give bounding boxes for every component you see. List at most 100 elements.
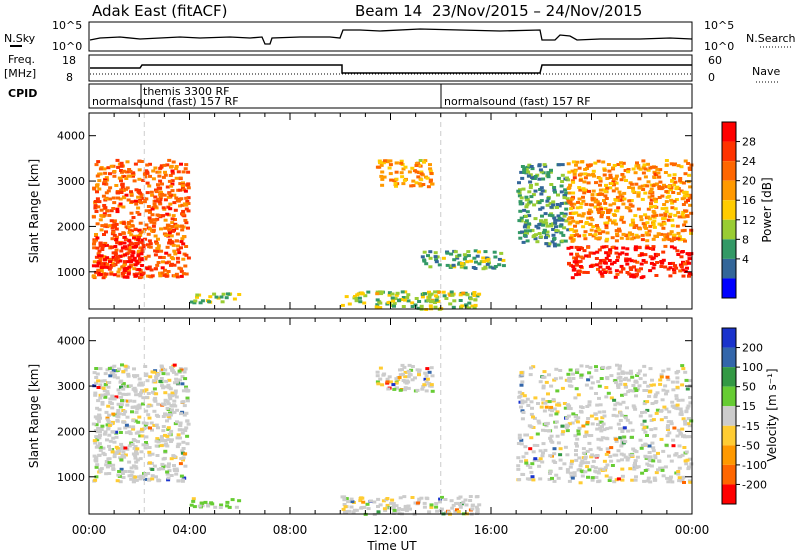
scatter-cell [629,268,634,271]
scatter-cell [522,234,527,237]
scatter-cell [540,460,545,464]
scatter-cell [587,403,592,407]
scatter-cell [547,213,552,217]
scatter-cell [124,423,129,427]
scatter-cell [608,426,613,430]
scatter-cell [376,497,381,501]
scatter-cell [661,226,666,230]
scatter-cell [114,395,119,399]
scatter-cell [577,456,582,460]
scatter-cell [561,233,566,237]
scatter-cell [429,384,434,388]
scatter-cell [550,240,555,244]
scatter-cell [154,188,158,192]
scatter-cell [649,383,653,387]
scatter-cell [681,210,686,214]
scatter-cell [219,503,224,507]
scatter-cell [135,210,140,214]
scatter-cell [171,257,175,261]
scatter-cell [192,301,197,305]
scatter-cell [148,162,152,166]
scatter-cell [429,178,433,182]
scatter-cell [595,250,600,254]
scatter-cell [624,252,629,256]
scatter-cell [94,367,99,370]
scatter-cell [551,398,556,402]
scatter-cell [137,188,141,192]
scatter-cell [146,472,151,475]
scatter-cell [664,407,669,411]
scatter-cell [165,434,170,438]
scatter-cell [96,399,101,403]
scatter-cell [675,249,680,253]
scatter-cell [165,212,170,216]
scatter-cell [93,200,98,203]
scatter-cell [146,205,151,208]
scatter-cell [519,216,524,220]
scatter-cell [131,464,136,468]
scatter-cell [625,247,630,251]
scatter-cell [604,226,609,230]
scatter-cell [560,424,565,428]
scatter-cell [647,444,652,448]
scatter-cell [129,477,134,481]
scatter-cell [102,213,107,217]
scatter-cell [686,180,691,184]
scatter-cell [406,299,411,303]
scatter-cell [391,504,396,508]
scatter-cell [553,221,558,225]
scatter-cell [184,426,189,430]
scatter-cell [115,210,120,214]
scatter-cell [641,159,646,163]
scatter-cell [561,218,566,222]
scatter-cell [525,165,530,169]
x-axis-label: Time UT [366,539,417,553]
scatter-cell [613,275,618,279]
scatter-cell [472,294,477,297]
scatter-cell [524,205,529,209]
scatter-cell [118,241,123,245]
scatter-cell [133,454,138,457]
scatter-cell [688,185,693,189]
scatter-cell [121,231,126,235]
scatter-cell [525,203,530,207]
scatter-cell [124,237,129,241]
scatter-cell [636,372,641,375]
scatter-cell [671,235,676,239]
scatter-cell [681,367,686,371]
scatter-cell [417,182,422,186]
scatter-cell [598,426,603,430]
scatter-cell [180,203,185,207]
scatter-cell [520,409,525,413]
scatter-cell [591,169,596,173]
cpid-segment-2: themis 3300 RF [143,85,230,98]
scatter-cell [153,166,158,170]
scatter-cell [481,267,486,271]
scatter-cell [629,371,634,375]
scatter-cell [669,188,674,192]
scatter-cell [455,501,460,505]
scatter-cell [111,412,116,416]
scatter-cell [652,263,657,266]
scatter-cell [121,412,126,416]
scatter-cell [661,388,666,392]
scatter-cell [553,244,557,248]
scatter-cell [153,396,158,400]
scatter-cell [475,495,480,498]
scatter-cell [657,187,662,190]
scatter-cell [130,443,135,446]
scatter-cell [633,171,638,175]
scatter-cell [129,233,134,237]
scatter-cell [449,290,454,294]
scatter-cell [456,510,461,514]
scatter-cell [571,372,575,376]
scatter-cell [548,413,553,417]
scatter-cell [582,270,587,274]
scatter-cell [132,234,137,238]
scatter-cell [625,418,630,422]
scatter-cell [173,404,178,408]
scatter-cell [153,205,158,209]
scatter-cell [568,211,573,215]
scatter-cell [119,395,124,399]
scatter-cell [124,393,129,396]
